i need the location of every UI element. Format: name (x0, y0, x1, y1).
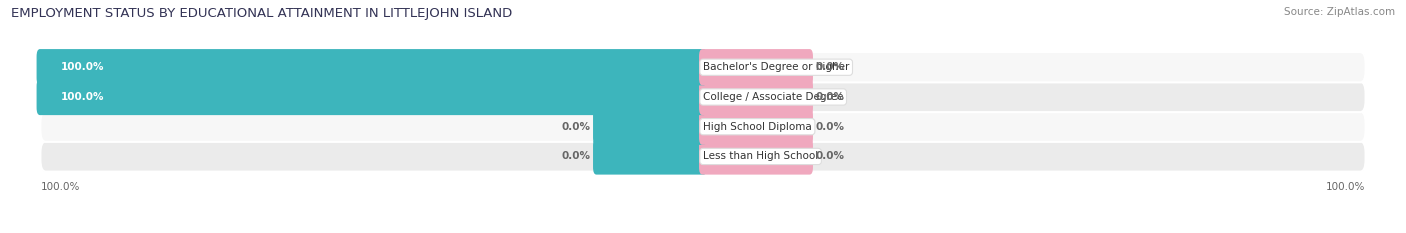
FancyBboxPatch shape (41, 82, 1365, 112)
Text: 0.0%: 0.0% (815, 62, 845, 72)
Text: 0.0%: 0.0% (561, 122, 591, 132)
Text: EMPLOYMENT STATUS BY EDUCATIONAL ATTAINMENT IN LITTLEJOHN ISLAND: EMPLOYMENT STATUS BY EDUCATIONAL ATTAINM… (11, 7, 513, 20)
FancyBboxPatch shape (699, 138, 813, 175)
Text: Source: ZipAtlas.com: Source: ZipAtlas.com (1284, 7, 1395, 17)
FancyBboxPatch shape (699, 79, 813, 115)
FancyBboxPatch shape (699, 109, 813, 145)
Text: High School Diploma: High School Diploma (703, 122, 811, 132)
Text: 0.0%: 0.0% (815, 92, 845, 102)
FancyBboxPatch shape (593, 138, 707, 175)
FancyBboxPatch shape (41, 141, 1365, 172)
FancyBboxPatch shape (699, 49, 813, 85)
FancyBboxPatch shape (37, 49, 707, 85)
Text: 100.0%: 100.0% (1326, 182, 1365, 192)
Text: 100.0%: 100.0% (41, 182, 80, 192)
FancyBboxPatch shape (593, 109, 707, 145)
Text: 100.0%: 100.0% (60, 62, 104, 72)
FancyBboxPatch shape (41, 52, 1365, 82)
Text: Less than High School: Less than High School (703, 151, 818, 161)
FancyBboxPatch shape (37, 79, 707, 115)
Text: 100.0%: 100.0% (60, 92, 104, 102)
Text: College / Associate Degree: College / Associate Degree (703, 92, 844, 102)
Text: 0.0%: 0.0% (815, 151, 845, 161)
FancyBboxPatch shape (41, 112, 1365, 142)
Text: Bachelor's Degree or higher: Bachelor's Degree or higher (703, 62, 849, 72)
Text: 0.0%: 0.0% (815, 122, 845, 132)
Text: 0.0%: 0.0% (561, 151, 591, 161)
